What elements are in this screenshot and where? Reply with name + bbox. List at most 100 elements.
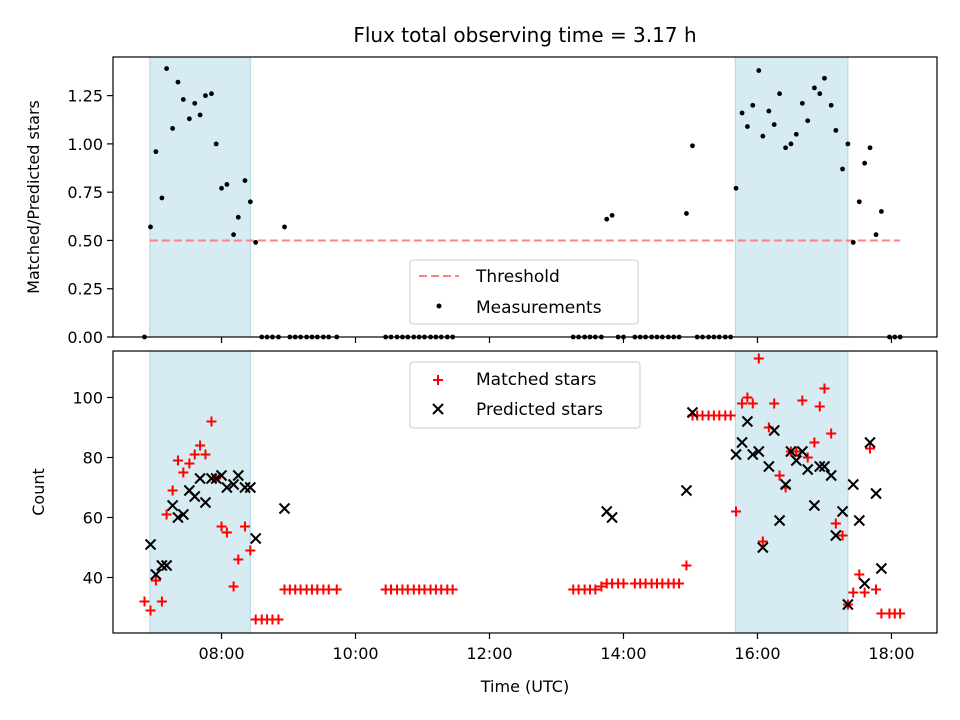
measurement-point [148,224,153,230]
measurement-point [745,124,750,129]
predicted-star-stroke [144,538,157,551]
predicted-star-stroke [870,487,882,500]
predicted-star-stroke [172,511,184,524]
predicted-star-point [215,469,228,482]
matched-star-point [184,458,195,469]
predicted-star-point [166,499,179,512]
predicted-star-stroke [730,448,742,461]
predicted-star-stroke [853,514,865,527]
matched-star-point [802,452,813,463]
top-y-axis-ticks: 0.00 0.25 0.50 0.75 1.00 1.25 [67,87,113,347]
bottom-legend-box [409,361,641,429]
predicted-star-point [227,478,240,491]
measurement-point [609,212,615,218]
predicted-star-stroke [818,460,831,473]
predicted-star-stroke [205,472,218,485]
predicted-star-point [768,424,780,437]
legend-measurements-swatch [436,303,442,309]
measurement-point [224,182,230,187]
top-shaded-regions [149,56,849,338]
measurement-point [799,100,805,106]
matched-star-point [731,506,742,517]
predicted-star-stroke [156,559,168,572]
chart-title: Flux total observing time = 3.17 h [353,23,696,47]
predicted-star-stroke [753,445,765,458]
top-plot-frame [112,56,938,338]
predicted-star-stroke [189,490,201,503]
matched-star-point [837,530,848,541]
y-tick-label: 1.00 [67,135,103,154]
predicted-star-point [156,559,168,572]
measurement-point [219,185,224,191]
predicted-star-stroke [736,436,748,449]
predicted-star-stroke [757,541,769,554]
measurement-point [822,75,827,81]
predicted-star-stroke [194,472,206,485]
shaded-interval-2 [734,350,849,634]
predicted-star-point [763,460,775,473]
measurement-point [878,209,884,214]
predicted-star-stroke [278,502,291,515]
matched-star-point [848,587,859,598]
measurement-point [684,211,689,216]
top-panel: 0.00 0.25 0.50 0.75 1.00 1.25 Matched/Predict… [24,56,938,347]
predicted-star-stroke [763,460,775,473]
predicted-star-point [870,487,882,500]
predicted-star-stroke [830,529,842,542]
measurement-point [873,232,879,238]
predicted-star-point [278,502,291,515]
predicted-star-point [177,508,190,521]
matched-star-point [814,401,825,412]
measurement-point [197,112,203,118]
shaded-interval-2 [734,56,849,338]
y-tick-label: 60 [83,509,103,528]
predicted-star-point [205,472,218,485]
predicted-star-stroke [768,424,780,437]
x-axis-label: Time (UTC) [480,677,569,696]
matched-star-point [757,536,768,547]
measurement-point [828,102,834,108]
measurement-point [812,85,817,91]
predicted-star-point [160,559,173,572]
predicted-star-stroke [773,514,786,527]
matched-star-point [737,398,748,409]
y-tick-label: 0.25 [67,280,103,299]
measurement-point [750,102,756,108]
predicted-star-point [210,472,222,485]
predicted-star-point [747,448,759,461]
predicted-star-point [796,445,809,458]
matched-star-point [228,581,239,592]
predicted-star-stroke [210,472,222,485]
measurement-point [253,239,259,245]
legend-matched-swatch [433,375,443,385]
matched-star-point [809,437,820,448]
predicted-star-stroke [814,460,826,473]
matched-star-point [172,455,183,466]
predicted-star-stroke [160,559,173,572]
x-tick-label: 12:00 [466,644,512,663]
matched-star-point [178,467,189,478]
predicted-star-point [790,454,803,467]
predicted-star-stroke [779,478,792,491]
predicted-star-point [858,577,871,590]
x-tick-label: 10:00 [332,644,378,663]
predicted-star-stroke [785,445,797,458]
bottom-plot-frame [112,350,938,634]
measurement-point [153,149,159,155]
y-tick-label: 100 [72,389,103,408]
predicted-star-point [864,436,876,449]
predicted-star-stroke [875,562,888,575]
top-legend-box [409,259,639,325]
predicted-star-point [830,529,842,542]
matched-star-point [596,581,607,592]
measurement-point [159,195,165,201]
shaded-interval-1 [149,56,251,338]
matched-star-point [167,485,178,496]
predicted-star-stroke [199,496,212,509]
measurement-point [756,68,762,73]
y-tick-label: 0.50 [67,231,103,250]
top-x-axis-ticks [220,337,893,343]
predicted-star-stroke [796,445,809,458]
predicted-star-point [779,478,792,491]
predicted-star-point [194,472,206,485]
